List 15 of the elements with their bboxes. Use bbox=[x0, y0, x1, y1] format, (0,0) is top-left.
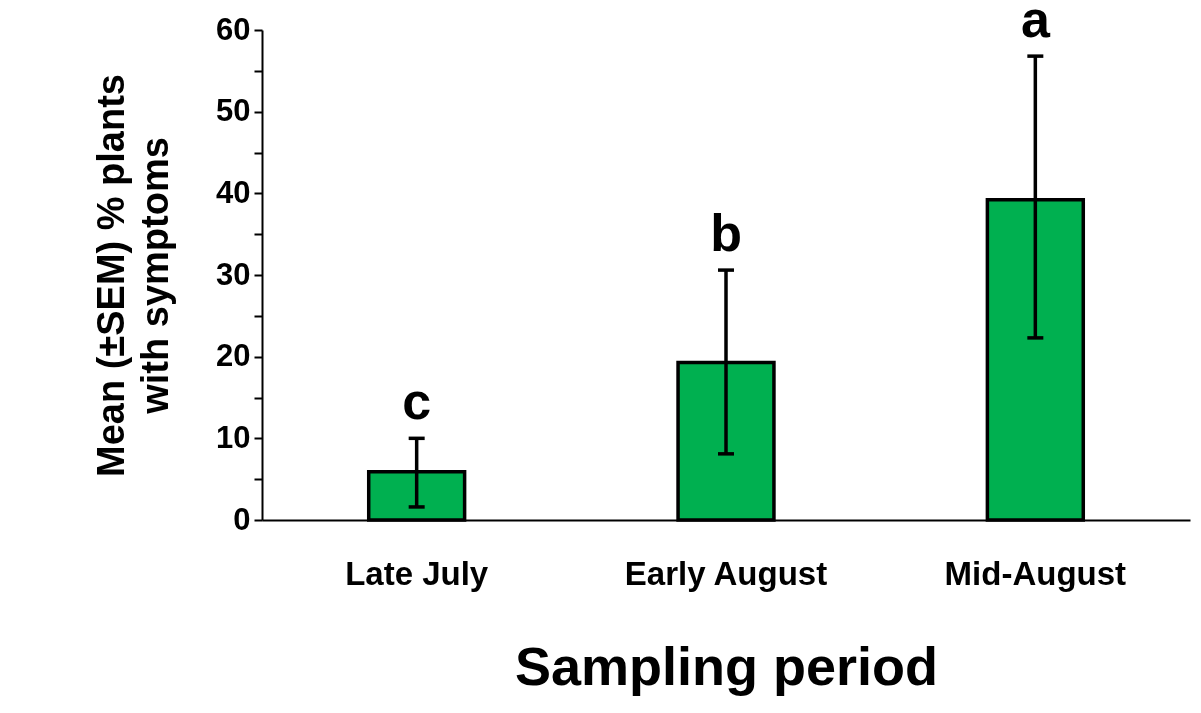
x-tick-label: Mid-August bbox=[944, 554, 1127, 592]
y-tick-label: 60 bbox=[216, 11, 251, 47]
x-axis-title: Sampling period bbox=[514, 635, 939, 696]
y-axis-title: Mean (±SEM) % plants with symptoms bbox=[90, 73, 177, 478]
x-tick-label: Late July bbox=[345, 554, 489, 592]
y-tick-label: 40 bbox=[216, 174, 251, 210]
y-tick-label: 30 bbox=[216, 256, 251, 292]
y-tick-label: 10 bbox=[216, 419, 251, 455]
annotation: b bbox=[710, 204, 742, 263]
annotation: c bbox=[402, 372, 432, 431]
y-tick-label: 50 bbox=[216, 93, 251, 129]
y-tick-label: 0 bbox=[233, 501, 251, 537]
y-tick-label: 20 bbox=[216, 338, 251, 374]
x-tick-label: Early August bbox=[624, 554, 828, 592]
annotation: a bbox=[1020, 0, 1051, 49]
